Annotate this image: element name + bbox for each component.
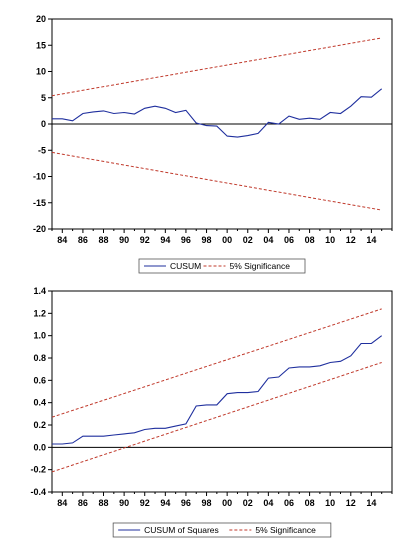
y-tick-label: 0.4 — [33, 398, 46, 408]
x-tick-label: 06 — [284, 498, 294, 508]
x-tick-label: 12 — [346, 235, 356, 245]
x-tick-label: 04 — [263, 235, 273, 245]
legend: CUSUM of Squares 5% Significance — [112, 522, 332, 538]
significance-bound-line — [51, 37, 382, 97]
cusum-squares-chart: -0.4 -0.2 0.0 0.2 0.4 0.6 0.8 1.0 1.2 1.4 84 86 88 90… — [0, 279, 417, 551]
y-tick-label: -15 — [33, 198, 46, 208]
x-tick-label: 94 — [160, 498, 170, 508]
x-tick-label: 96 — [181, 235, 191, 245]
y-tick-label: 0 — [41, 119, 46, 129]
x-tick-label: 84 — [57, 235, 67, 245]
x-tick-label: 08 — [305, 498, 315, 508]
cusum-chart-svg: -20 -15 -10 -5 0 5 10 15 20 84 86 88 90 92 94 96 98 00 02 0… — [33, 14, 393, 274]
y-tick-label: 20 — [36, 14, 46, 24]
x-tick-label: 12 — [346, 498, 356, 508]
legend-box — [112, 522, 332, 538]
x-tick-label: 98 — [202, 498, 212, 508]
plot-frame — [51, 290, 393, 493]
y-tick-label: -0.2 — [30, 465, 46, 475]
cusum-squares-chart-svg: -0.4 -0.2 0.0 0.2 0.4 0.6 0.8 1.0 1.2 1.4 84 86 88 90… — [30, 286, 393, 538]
significance-bound-line — [51, 151, 382, 211]
y-tick-label: 0.2 — [33, 420, 46, 430]
x-tick-label: 90 — [119, 235, 129, 245]
cusum-line — [52, 88, 383, 138]
y-tick-label: -10 — [33, 172, 46, 182]
y-tick-label: -20 — [33, 224, 46, 234]
x-tick-label: 10 — [325, 498, 335, 508]
y-tick-label: 15 — [36, 40, 46, 50]
x-tick-label: 02 — [243, 235, 253, 245]
x-tick-label: 96 — [181, 498, 191, 508]
x-tick-label: 14 — [366, 498, 376, 508]
x-tick-label: 94 — [160, 235, 170, 245]
x-tick-label: 88 — [99, 235, 109, 245]
y-tick-label: 10 — [36, 67, 46, 77]
x-tick-label: 86 — [78, 498, 88, 508]
x-tick-label: 86 — [78, 235, 88, 245]
y-tick-label: -0.4 — [30, 487, 46, 497]
legend-significance-label: 5% Significance — [255, 525, 316, 535]
legend-series-label: CUSUM of Squares — [144, 525, 219, 535]
x-tick-label: 08 — [305, 235, 315, 245]
y-tick-label: 0.8 — [33, 353, 46, 363]
significance-bound-line — [51, 308, 382, 418]
x-tick-label: 00 — [222, 235, 232, 245]
x-tick-label: 10 — [325, 235, 335, 245]
y-tick-label: 1.4 — [33, 286, 46, 296]
legend-box — [138, 258, 306, 274]
legend-significance-label: 5% Significance — [230, 261, 291, 271]
significance-bound-line — [51, 362, 382, 473]
legend: CUSUM 5% Significance — [138, 258, 306, 274]
x-tick-label: 98 — [202, 235, 212, 245]
x-tick-label: 02 — [243, 498, 253, 508]
x-tick-label: 92 — [140, 498, 150, 508]
x-tick-label: 90 — [119, 498, 129, 508]
x-tick-label: 88 — [99, 498, 109, 508]
y-tick-label: 0.6 — [33, 375, 46, 385]
x-tick-label: 92 — [140, 235, 150, 245]
y-tick-label: 0.0 — [33, 442, 46, 452]
legend-series-label: CUSUM — [170, 261, 201, 271]
cusum-chart: -20 -15 -10 -5 0 5 10 15 20 84 86 88 90 92 94 96 98 00 02 0… — [33, 14, 393, 274]
y-tick-label: 5 — [41, 93, 46, 103]
x-tick-label: 04 — [263, 498, 273, 508]
x-tick-label: 06 — [284, 235, 294, 245]
y-tick-label: 1.2 — [33, 308, 46, 318]
x-tick-label: 14 — [366, 235, 376, 245]
x-tick-label: 84 — [57, 498, 67, 508]
x-tick-label: 00 — [222, 498, 232, 508]
cusum-of-squares-line — [52, 335, 383, 445]
y-tick-label: -5 — [38, 145, 46, 155]
y-tick-label: 1.0 — [33, 331, 46, 341]
